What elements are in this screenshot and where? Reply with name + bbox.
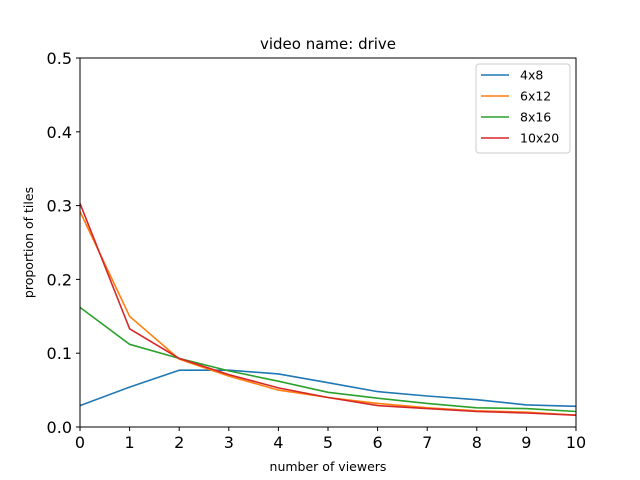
y-axis: 0.0 0.1 0.2 0.3 0.4 0.5 [47, 49, 80, 437]
y-tick-label: 0.1 [47, 344, 72, 363]
x-tick-label: 3 [224, 433, 234, 452]
legend-label: 6x12 [520, 89, 551, 104]
y-axis-title: proportion of tiles [21, 187, 36, 298]
x-tick-label: 1 [125, 433, 135, 452]
x-tick-label: 2 [174, 433, 184, 452]
x-tick-label: 5 [323, 433, 333, 452]
x-axis-title: number of viewers [270, 459, 387, 474]
y-tick-label: 0.4 [47, 123, 72, 142]
y-tick-label: 0.3 [47, 197, 72, 216]
y-tick-label: 0.2 [47, 270, 72, 289]
x-tick-label: 4 [273, 433, 283, 452]
x-tick-label: 8 [472, 433, 482, 452]
chart-title: video name: drive [260, 35, 396, 53]
x-tick-label: 6 [373, 433, 383, 452]
legend-box [475, 63, 571, 154]
x-tick-label: 9 [521, 433, 531, 452]
y-tick-label: 0.5 [47, 49, 72, 68]
legend-label: 4x8 [520, 68, 543, 83]
series-lines [79, 203, 577, 416]
x-tick-label: 0 [75, 433, 85, 452]
legend: 4x8 6x12 8x16 10x20 [475, 63, 571, 154]
series-line-4x8 [79, 369, 577, 408]
x-axis: 0 1 2 3 4 5 6 7 8 9 10 [75, 427, 586, 452]
series-line-10x20 [79, 203, 577, 416]
legend-label: 8x16 [520, 110, 551, 125]
x-tick-label: 10 [566, 433, 586, 452]
x-tick-label: 7 [422, 433, 432, 452]
series-line-8x16 [79, 306, 577, 413]
legend-label: 10x20 [520, 131, 559, 146]
y-tick-label: 0.0 [47, 418, 72, 437]
